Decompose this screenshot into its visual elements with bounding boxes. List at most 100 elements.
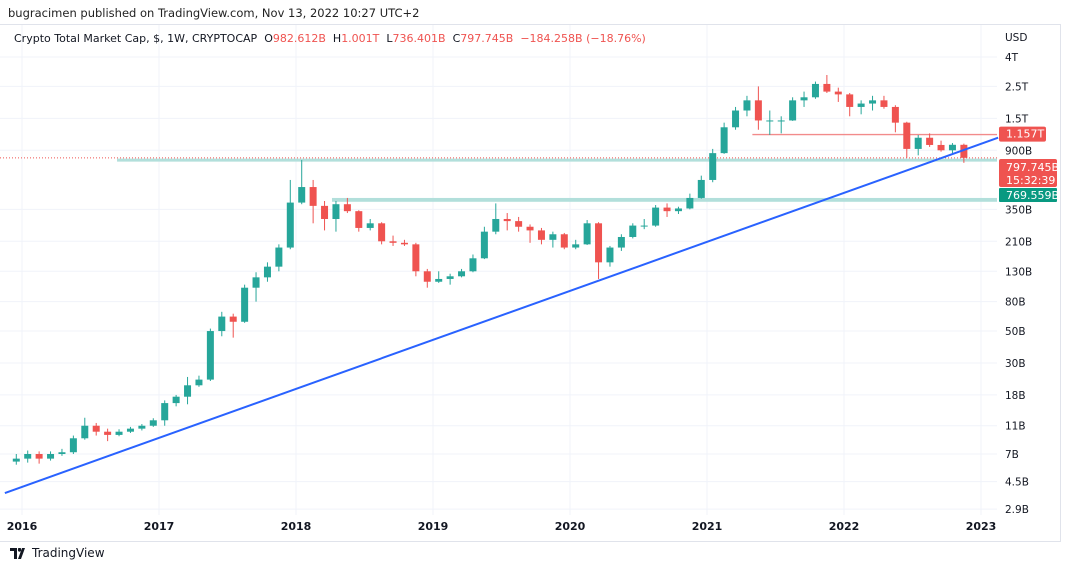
time-tick-label: 2023 <box>966 520 997 533</box>
price-tick-label: 900B <box>1005 145 1032 157</box>
open-value: 982.612B <box>272 32 326 45</box>
candle-body <box>389 241 397 243</box>
price-tick-label: 2.9B <box>1005 504 1029 516</box>
tradingview-logo[interactable]: TradingView <box>10 546 105 560</box>
candle-body <box>583 223 591 245</box>
drawings <box>0 133 997 202</box>
price-tick-label: 11B <box>1005 421 1026 433</box>
candle-body <box>92 425 100 432</box>
candle-body <box>960 144 968 158</box>
candle-body <box>69 438 77 453</box>
candle-body <box>503 218 511 222</box>
price-tick-label: 7B <box>1005 449 1019 461</box>
time-tick-label: 2018 <box>281 520 312 533</box>
grid-lines <box>0 25 997 515</box>
time-tick-label: 2020 <box>555 520 586 533</box>
candle-body <box>732 110 740 128</box>
candle-body <box>149 420 157 426</box>
candle-body <box>743 100 751 111</box>
candle-body <box>378 223 386 242</box>
price-tick-label: 1.5T <box>1005 113 1029 125</box>
candle-body <box>937 144 945 151</box>
candle-body <box>138 425 146 429</box>
candle-body <box>480 231 488 259</box>
candle-body <box>926 137 934 145</box>
candle-body <box>766 120 774 122</box>
candle-body <box>172 396 180 404</box>
high-value: 1.001T <box>341 32 380 45</box>
candle-body <box>789 100 797 121</box>
candle-body <box>35 454 43 459</box>
candle-body <box>606 247 614 263</box>
candle-body <box>229 316 237 322</box>
candle-body <box>720 127 728 154</box>
candle-body <box>400 242 408 245</box>
candle-body <box>241 287 249 322</box>
candle-body <box>526 226 534 231</box>
candle-body <box>674 208 682 212</box>
resistance-price-tag <box>999 126 1046 142</box>
candle-body <box>252 277 260 288</box>
logo-text: TradingView <box>32 546 105 560</box>
candle-body <box>104 431 112 435</box>
close-value: 797.745B <box>460 32 514 45</box>
symbol-legend: Crypto Total Market Cap, $, 1W, CRYPTOCA… <box>14 32 646 45</box>
low-value: 736.401B <box>392 32 446 45</box>
price-chart[interactable]: 4T 2.5T 1.5T 900B 350B 210B 130B 80B 50B 30B 18B 11… <box>0 0 1068 545</box>
support-price-text: 769.559B <box>1006 189 1059 202</box>
price-tick-label: 210B <box>1005 236 1032 248</box>
candle-body <box>298 187 306 203</box>
candle-body <box>834 91 842 95</box>
candle-body <box>343 204 351 212</box>
candle-body <box>435 278 443 282</box>
candle-body <box>709 153 717 180</box>
candle-body <box>629 225 637 237</box>
support-band <box>331 197 997 202</box>
candle-body <box>321 205 329 219</box>
price-tick-label: 80B <box>1005 297 1026 309</box>
candle-body <box>126 428 134 432</box>
time-axis[interactable]: 2016 2017 2018 2019 2020 2021 2022 2023 <box>7 520 997 533</box>
candle-body <box>754 100 762 121</box>
resistance-price-text: 1.157T <box>1006 128 1044 141</box>
price-tick-label: 4.5B <box>1005 477 1029 489</box>
candle-body <box>309 187 317 206</box>
low-label: L <box>386 32 393 45</box>
time-tick-label: 2019 <box>418 520 449 533</box>
candle-body <box>286 202 294 248</box>
trendline <box>4 136 999 494</box>
time-tick-label: 2022 <box>829 520 860 533</box>
candle-body <box>869 100 877 104</box>
candle-body <box>595 223 603 263</box>
candle-body <box>515 221 523 227</box>
time-tick-label: 2016 <box>7 520 38 533</box>
candle-body <box>12 458 20 462</box>
candle-body <box>857 103 865 107</box>
candle-body <box>948 144 956 151</box>
candle-body <box>469 258 477 272</box>
candle-body <box>777 120 785 122</box>
price-tick-label: 30B <box>1005 358 1026 370</box>
candles <box>12 74 968 465</box>
candle-body <box>355 211 363 228</box>
close-label: C <box>452 32 461 45</box>
candle-body <box>811 83 819 98</box>
price-tick-label: 50B <box>1005 326 1026 338</box>
candle-body <box>903 122 911 149</box>
candle-body <box>332 204 340 219</box>
candle-body <box>458 271 466 277</box>
candle-body <box>423 271 431 282</box>
candle-body <box>412 244 420 272</box>
candle-body <box>446 276 454 279</box>
candle-body <box>560 234 568 248</box>
candle-body <box>492 218 500 232</box>
price-tick-label: 18B <box>1005 390 1026 402</box>
chart-frame <box>0 24 1061 542</box>
open-label: O <box>264 32 273 45</box>
price-axis[interactable]: 4T 2.5T 1.5T 900B 350B 210B 130B 80B 50B 30B 18B 11… <box>1005 32 1032 516</box>
candle-body <box>161 403 169 421</box>
candle-body <box>184 385 192 397</box>
candle-body <box>572 244 580 248</box>
change-value: −184.258B (−18.76%) <box>520 32 646 45</box>
candle-body <box>823 83 831 92</box>
